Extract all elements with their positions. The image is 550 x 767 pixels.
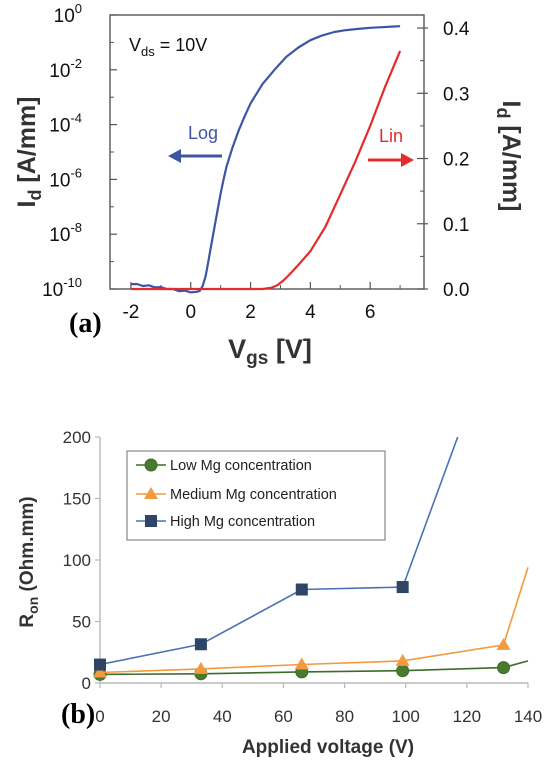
legend-circle-marker: [144, 458, 158, 472]
panel-a-right-tick-label: 0.4: [443, 19, 470, 40]
panel-a-right-tick-label: 0.2: [443, 150, 469, 171]
panel-a-x-tick-label: 4: [305, 302, 316, 323]
data-point-triangle: [294, 657, 309, 670]
panel-a-left-tick-label: 100: [54, 1, 82, 27]
legend-triangle-marker: [144, 487, 158, 499]
panel-a-left-tick-label: 10-10: [42, 275, 82, 301]
legend-square-marker: [145, 515, 157, 527]
panel-b-x-tick-label: 120: [453, 707, 481, 726]
data-point-square: [396, 581, 409, 594]
panel-b-x-tick-label: 0: [95, 707, 104, 726]
panel-b-x-tick-label: 100: [392, 707, 420, 726]
data-point-circle: [497, 661, 511, 675]
panel-a-left-tick-label: 10-4: [49, 111, 82, 137]
panel-a-left-tick-label: 10-8: [49, 220, 82, 246]
data-point-square: [295, 583, 308, 596]
lin-annotation: Lin: [379, 126, 403, 146]
data-point-triangle: [193, 661, 208, 674]
legend-box: [126, 450, 386, 541]
panel-a-label: (a): [69, 308, 102, 339]
vds-symbol: V: [129, 35, 141, 55]
log-annotation: Log: [188, 123, 218, 143]
panel-a-left-tick-label: 10-6: [49, 165, 82, 191]
panel-a-x-axis-title: Vgs [V]: [228, 334, 312, 369]
panel-a-x-tick-label: 6: [365, 302, 376, 323]
panel-b-y-tick-label: 0: [82, 674, 91, 693]
panel-a-bottom-ticks: -2 0 2 4 6: [122, 282, 401, 323]
panel-b-x-tick-label: 140: [514, 707, 542, 726]
panel-b-y-tick-label: 50: [72, 613, 91, 632]
panel-a-frame: [109, 14, 425, 290]
legend-entry-high: High Mg concentration: [136, 514, 315, 530]
panel-b-x-ticks: 0 20 40 60 80 100 120 140: [95, 683, 542, 726]
legend-label-low: Low Mg concentration: [170, 458, 312, 474]
data-point-triangle: [496, 637, 511, 650]
legend-label-medium: Medium Mg concentration: [170, 487, 337, 503]
log-curve: [130, 25, 401, 294]
panel-b-x-tick-label: 80: [335, 707, 354, 726]
panel-b: 0 50 100 150 200 0 20 40 60 80 100 120 140 Low Mg c…: [17, 428, 542, 758]
panel-b-y-tick-label: 200: [63, 428, 91, 447]
panel-b-label: (b): [61, 699, 95, 730]
lin-arrow-icon: [368, 153, 414, 167]
panel-b-x-tick-label: 20: [152, 707, 171, 726]
panel-a-right-tick-label: 0.1: [443, 215, 469, 236]
panel-a-x-tick-label: 2: [245, 302, 256, 323]
vds-subscript: ds: [141, 44, 155, 59]
vds-value: = 10V: [155, 35, 208, 55]
panel-b-x-axis-title: Applied voltage (V): [242, 737, 414, 758]
data-point-circle: [396, 664, 410, 678]
panel-b-y-tick-label: 150: [63, 490, 91, 509]
panel-a-right-tick-label: 0.0: [443, 280, 469, 301]
data-point-square: [94, 658, 106, 671]
panel-b-legend: Low Mg concentration Medium Mg concentra…: [126, 450, 386, 541]
legend-entry-medium: Medium Mg concentration: [136, 487, 337, 503]
panel-a-x-tick-label: -2: [122, 302, 139, 323]
data-point-square: [194, 638, 207, 651]
panel-a-left-tick-label: 10-2: [49, 56, 82, 82]
panel-a-left-ticks: 100 10-2 10-4 10-6 10-8 10-10: [42, 1, 117, 301]
panel-a-right-axis-title: Id [A/mm]: [493, 100, 525, 211]
series-line-circle: [99, 660, 529, 676]
data-point-triangle: [93, 665, 107, 678]
lin-curve: [130, 50, 402, 291]
panel-a-left-axis-title: Id [A/mm]: [13, 96, 45, 207]
panel-b-x-tick-label: 60: [274, 707, 293, 726]
panel-b-y-tick-label: 100: [63, 551, 91, 570]
panel-a: 100 10-2 10-4 10-6 10-8 10-10 0.0 0.1 0.2 0.3 0.4…: [13, 1, 525, 369]
log-arrow-icon: [168, 149, 222, 163]
panel-a-right-ticks: 0.0 0.1 0.2 0.3 0.4: [417, 19, 470, 301]
vds-condition: Vds = 10V: [129, 35, 207, 59]
panel-b-y-ticks: 0 50 100 150 200: [63, 428, 100, 693]
panel-b-y-axis-title: Ron (Ohm.mm): [17, 496, 41, 627]
series-line-triangle: [99, 567, 529, 674]
data-point-triangle: [395, 653, 410, 666]
panel-a-right-tick-label: 0.3: [443, 84, 469, 105]
panel-a-x-tick-label: 0: [185, 302, 196, 323]
legend-label-high: High Mg concentration: [170, 514, 315, 530]
panel-b-x-tick-label: 40: [213, 707, 232, 726]
panel-b-series: [93, 436, 529, 681]
legend-entry-low: Low Mg concentration: [136, 458, 312, 474]
